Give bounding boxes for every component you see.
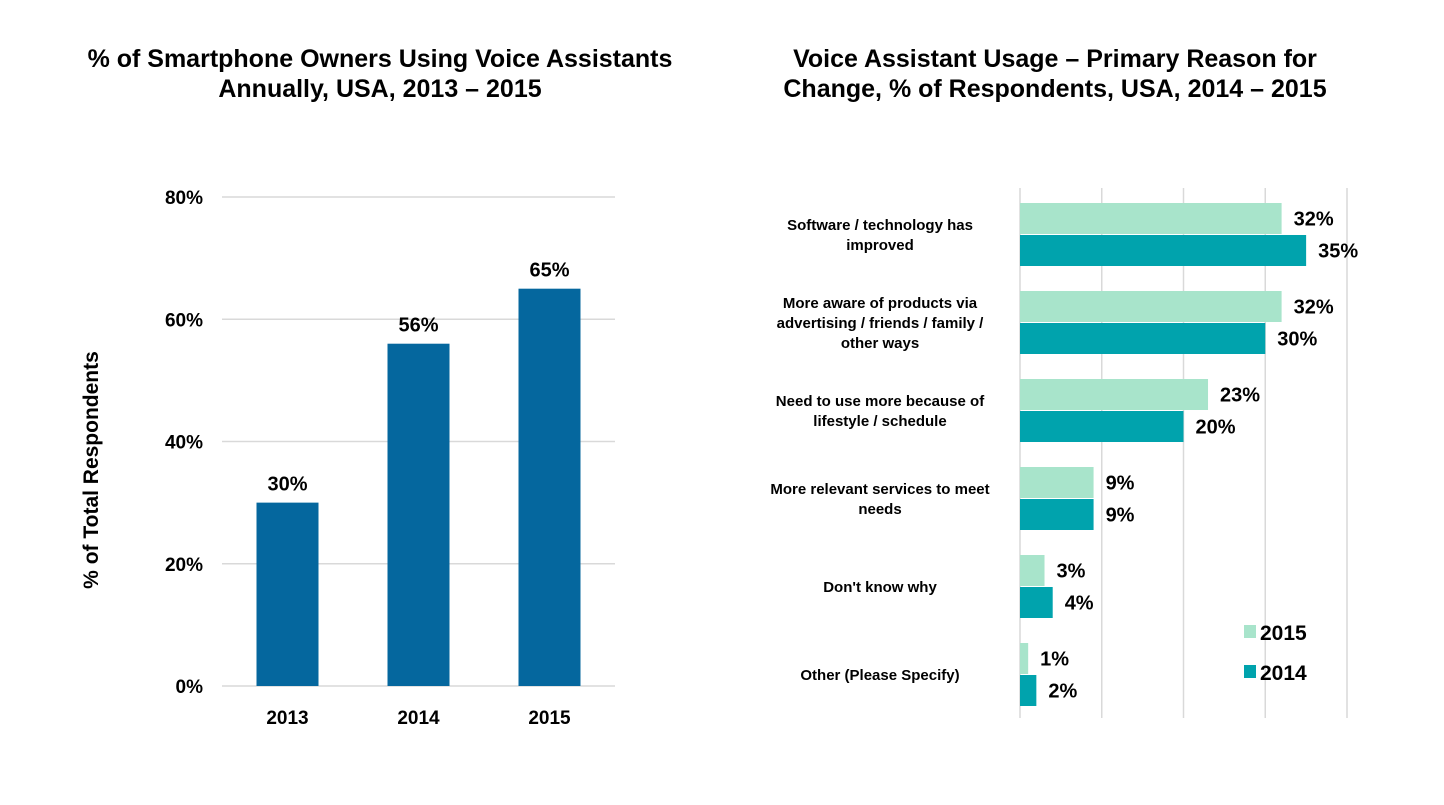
x-tick-label: 2014 (397, 708, 440, 729)
bar-2014-1 (1020, 323, 1266, 354)
data-label: 1% (1040, 649, 1069, 671)
data-label: 32% (1294, 209, 1334, 231)
category-label: advertising / friends / family / (777, 315, 985, 332)
legend-swatch-2015 (1244, 625, 1256, 638)
x-tick-label: 2013 (266, 708, 308, 729)
bar-2015-0 (1020, 203, 1282, 234)
data-label: 9% (1106, 473, 1135, 495)
y-tick-label: 80% (165, 188, 203, 209)
category-label: Software / technology has (787, 217, 973, 234)
legend-label-2014: 2014 (1260, 662, 1307, 685)
bar-2014-0 (1020, 235, 1307, 266)
bar-2014-4 (1020, 587, 1053, 618)
left-bar-chart: 0% 20% 40% 60% 80% 30% 2013 56% 2014 65% 2015 % of … (80, 188, 615, 729)
right-chart-title-line-1: Voice Assistant Usage – Primary Reason f… (793, 45, 1317, 73)
category-label: Other (Please Specify) (800, 667, 959, 684)
category-label: needs (858, 501, 901, 518)
bar-2015-2 (1020, 379, 1209, 410)
category-label: improved (846, 237, 914, 254)
data-label: 32% (1294, 297, 1334, 319)
bar-2015-1 (1020, 291, 1282, 322)
left-chart-title: % of Smartphone Owners Using Voice Assis… (30, 44, 730, 104)
left-chart-title-line-1: % of Smartphone Owners Using Voice Assis… (87, 45, 673, 73)
data-label: 2% (1048, 681, 1077, 703)
bar-2014-5 (1020, 675, 1037, 706)
bar-2014-2 (1020, 411, 1184, 442)
left-chart-title-line-2: Annually, USA, 2013 – 2015 (218, 75, 542, 103)
y-tick-label: 0% (176, 677, 204, 698)
right-chart-title: Voice Assistant Usage – Primary Reason f… (735, 44, 1375, 104)
bar-2015-3 (1020, 467, 1094, 498)
y-tick-label: 60% (165, 310, 203, 331)
y-tick-label: 40% (165, 433, 203, 454)
data-label: 56% (398, 315, 438, 337)
category-label: Don't know why (823, 579, 937, 596)
y-axis-title: % of Total Respondents (80, 351, 103, 589)
data-label: 30% (1277, 329, 1317, 351)
bar-2015-4 (1020, 555, 1045, 586)
x-tick-label: 2015 (528, 708, 571, 729)
data-label: 65% (529, 260, 569, 282)
right-bar-chart: 32% 35% Software / technology has improved 3… (770, 188, 1358, 718)
data-label: 3% (1057, 561, 1086, 583)
data-label: 4% (1065, 593, 1094, 615)
data-label: 35% (1318, 241, 1358, 263)
bar-2014 (387, 343, 450, 686)
bar-2015 (518, 288, 581, 686)
right-chart-title-line-2: Change, % of Respondents, USA, 2014 – 20… (783, 75, 1327, 103)
data-label: 30% (267, 474, 307, 496)
data-label: 9% (1106, 505, 1135, 527)
bar-2015-5 (1020, 643, 1029, 674)
category-label: lifestyle / schedule (813, 413, 946, 430)
legend-label-2015: 2015 (1260, 622, 1307, 645)
data-label: 23% (1220, 385, 1260, 407)
legend-swatch-2014 (1244, 665, 1256, 678)
category-label: other ways (841, 335, 919, 352)
data-label: 20% (1196, 417, 1236, 439)
bar-2014-3 (1020, 499, 1094, 530)
category-label: More aware of products via (783, 295, 978, 312)
bar-2013 (256, 502, 319, 686)
y-tick-label: 20% (165, 555, 203, 576)
category-label: Need to use more because of (776, 393, 985, 410)
category-label: More relevant services to meet (770, 481, 989, 498)
